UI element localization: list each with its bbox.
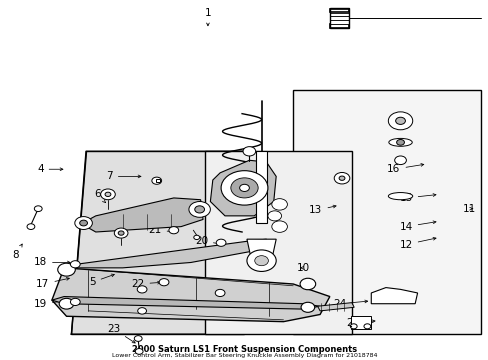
Circle shape: [396, 139, 404, 145]
Circle shape: [363, 324, 370, 329]
Polygon shape: [317, 303, 353, 311]
Circle shape: [194, 206, 204, 213]
Circle shape: [193, 235, 199, 239]
Bar: [293, 90, 480, 334]
Polygon shape: [210, 160, 276, 216]
Bar: [156, 179, 159, 182]
Circle shape: [168, 226, 178, 234]
Text: 12: 12: [399, 237, 435, 249]
Circle shape: [70, 261, 80, 268]
Text: Lower Control Arm, Stabilizer Bar Steering Knuckle Assembly Diagram for 21018784: Lower Control Arm, Stabilizer Bar Steeri…: [112, 353, 376, 358]
Text: 10: 10: [297, 263, 310, 273]
Circle shape: [333, 172, 349, 184]
Bar: [330, 9, 348, 12]
Text: 19: 19: [34, 299, 70, 309]
Text: 22: 22: [131, 279, 160, 289]
Text: 9: 9: [216, 182, 236, 192]
Polygon shape: [52, 268, 329, 321]
Circle shape: [243, 147, 255, 156]
Circle shape: [34, 206, 42, 212]
Bar: [255, 151, 267, 223]
Polygon shape: [370, 288, 417, 304]
Circle shape: [152, 177, 161, 184]
Circle shape: [70, 298, 80, 306]
Text: 11: 11: [462, 204, 475, 214]
Circle shape: [239, 184, 249, 192]
Circle shape: [159, 279, 168, 286]
Bar: [350, 316, 370, 329]
Polygon shape: [246, 239, 276, 257]
Circle shape: [188, 202, 210, 217]
Text: 24: 24: [333, 299, 367, 309]
Text: 6: 6: [94, 189, 105, 203]
Circle shape: [105, 192, 111, 197]
Circle shape: [101, 189, 115, 200]
Circle shape: [27, 224, 35, 229]
Text: 4: 4: [37, 164, 63, 174]
Bar: [205, 151, 351, 334]
Ellipse shape: [387, 193, 412, 200]
Circle shape: [267, 211, 281, 221]
Circle shape: [135, 348, 143, 354]
Circle shape: [138, 308, 146, 314]
Text: 23: 23: [107, 324, 135, 343]
Polygon shape: [71, 151, 244, 334]
Circle shape: [271, 221, 287, 232]
Circle shape: [58, 263, 75, 276]
Circle shape: [387, 112, 412, 130]
Circle shape: [271, 199, 287, 210]
Circle shape: [215, 289, 224, 297]
Circle shape: [230, 178, 258, 198]
Text: 17: 17: [36, 278, 69, 289]
Text: 7: 7: [106, 171, 141, 181]
Text: 5: 5: [89, 274, 114, 287]
Text: 1: 1: [204, 8, 211, 26]
Polygon shape: [81, 198, 203, 232]
Circle shape: [216, 239, 225, 246]
Polygon shape: [52, 297, 320, 309]
Text: 8: 8: [12, 244, 22, 260]
Circle shape: [59, 298, 74, 309]
Text: 21: 21: [148, 225, 175, 235]
Circle shape: [301, 302, 314, 312]
Circle shape: [349, 324, 356, 329]
Text: 16: 16: [386, 163, 423, 174]
Text: 15: 15: [399, 193, 435, 203]
Text: 20: 20: [194, 236, 221, 246]
Text: 14: 14: [399, 221, 435, 231]
Circle shape: [395, 117, 405, 125]
Circle shape: [134, 336, 142, 341]
Circle shape: [137, 286, 147, 293]
Circle shape: [118, 231, 124, 235]
Bar: [330, 13, 348, 16]
Circle shape: [114, 228, 128, 238]
Circle shape: [394, 156, 406, 165]
Text: 18: 18: [34, 257, 70, 267]
Ellipse shape: [388, 138, 411, 146]
Circle shape: [338, 176, 344, 180]
Text: 23b: 23b: [225, 195, 255, 205]
Circle shape: [254, 256, 268, 266]
Bar: [330, 17, 348, 20]
Circle shape: [300, 278, 315, 290]
Bar: [330, 21, 348, 24]
Bar: [330, 24, 348, 28]
Circle shape: [246, 250, 276, 271]
Text: 25: 25: [345, 319, 374, 328]
Circle shape: [75, 217, 92, 229]
Text: 2000 Saturn LS1 Front Suspension Components: 2000 Saturn LS1 Front Suspension Compone…: [132, 345, 356, 354]
Text: 13: 13: [308, 205, 335, 216]
Polygon shape: [76, 239, 266, 268]
Circle shape: [80, 220, 87, 226]
Circle shape: [221, 171, 267, 205]
Bar: [330, 8, 348, 28]
